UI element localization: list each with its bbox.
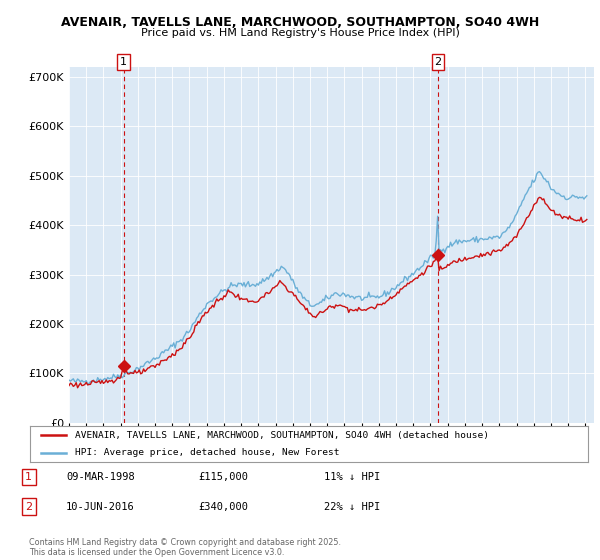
Text: £115,000: £115,000 [198,472,248,482]
Text: 1: 1 [120,57,127,67]
Text: HPI: Average price, detached house, New Forest: HPI: Average price, detached house, New … [74,449,339,458]
Text: 2: 2 [25,502,32,512]
Text: AVENAIR, TAVELLS LANE, MARCHWOOD, SOUTHAMPTON, SO40 4WH: AVENAIR, TAVELLS LANE, MARCHWOOD, SOUTHA… [61,16,539,29]
Text: 1: 1 [25,472,32,482]
Text: 09-MAR-1998: 09-MAR-1998 [66,472,135,482]
Text: Contains HM Land Registry data © Crown copyright and database right 2025.
This d: Contains HM Land Registry data © Crown c… [29,538,341,557]
Text: 22% ↓ HPI: 22% ↓ HPI [324,502,380,512]
Text: 2: 2 [434,57,442,67]
Text: AVENAIR, TAVELLS LANE, MARCHWOOD, SOUTHAMPTON, SO40 4WH (detached house): AVENAIR, TAVELLS LANE, MARCHWOOD, SOUTHA… [74,431,488,440]
Text: Price paid vs. HM Land Registry's House Price Index (HPI): Price paid vs. HM Land Registry's House … [140,28,460,38]
Text: 10-JUN-2016: 10-JUN-2016 [66,502,135,512]
Text: 11% ↓ HPI: 11% ↓ HPI [324,472,380,482]
Text: £340,000: £340,000 [198,502,248,512]
